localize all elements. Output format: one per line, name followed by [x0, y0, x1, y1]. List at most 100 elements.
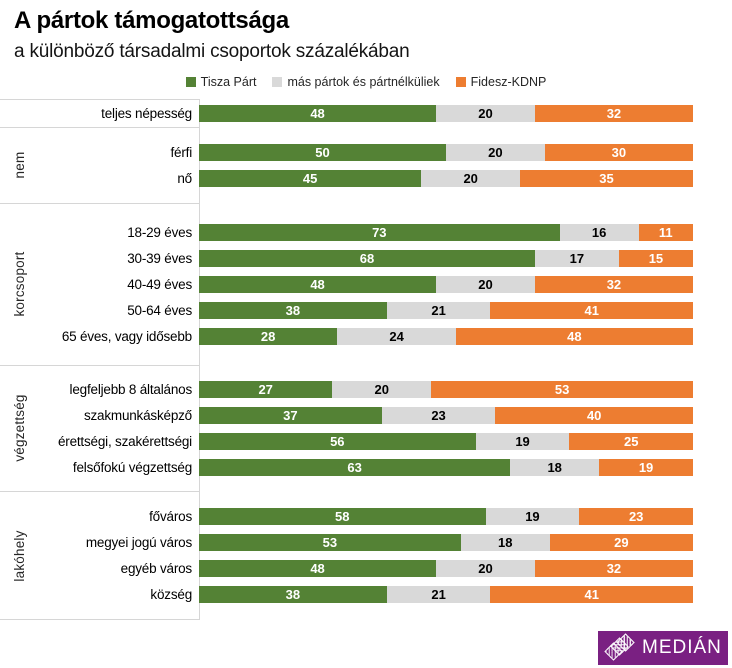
category-label: férfi: [170, 144, 192, 160]
category-label: teljes népesség: [101, 105, 192, 121]
bar-row: felsőfokú végzettség 63 18 19: [0, 454, 732, 480]
category-label: 18-29 éves: [127, 224, 192, 240]
category-label: felsőfokú végzettség: [72, 459, 192, 475]
legend-label: Tisza Párt: [200, 74, 257, 89]
bar-segment-tisza: 58: [199, 507, 486, 525]
bar-segment-other: 19: [485, 507, 580, 525]
legend-swatch-fidesz: [455, 76, 466, 87]
bar-row: 65 éves, vagy idősebb 28 24 48: [0, 323, 732, 349]
bar-segment-other: 20: [446, 143, 545, 161]
bar-track: 28 24 48: [199, 327, 693, 345]
bar-segment-other: 20: [421, 169, 521, 187]
group-axis-label: lakóhely: [12, 529, 27, 582]
bar-track: 58 19 23: [199, 507, 693, 525]
category-label: 40-49 éves: [127, 276, 192, 292]
bar-row: legfeljebb 8 általános 27 20 53: [0, 376, 732, 402]
bar-track: 48 20 32: [199, 275, 693, 293]
bar-segment-other: 19: [475, 432, 570, 450]
category-label: főváros: [149, 508, 192, 524]
bar-row: 30-39 éves 68 17 15: [0, 245, 732, 271]
chart-group: teljes népesség 48 20 32: [0, 99, 732, 127]
legend-item-fidesz: Fidesz-KDNP: [455, 75, 546, 89]
bar-segment-fidesz: 40: [495, 406, 693, 424]
bar-track: 38 21 41: [199, 301, 693, 319]
bar-segment-tisza: 27: [199, 380, 333, 398]
category-label: 65 éves, vagy idősebb: [61, 328, 192, 344]
bar-row: egyéb város 48 20 32: [0, 555, 732, 581]
bar-track: 56 19 25: [199, 432, 693, 450]
bar-row: község 38 21 41: [0, 581, 732, 607]
bar-segment-tisza: 48: [199, 104, 437, 122]
bar-track: 63 18 19: [199, 458, 693, 476]
page-title: A pártok támogatottsága: [14, 7, 289, 34]
bar-track: 48 20 32: [199, 104, 693, 122]
page-subtitle: a különböző társadalmi csoportok százalé…: [14, 41, 410, 62]
bar-row: főváros 58 19 23: [0, 503, 732, 529]
bar-row: érettségi, szakérettségi 56 19 25: [0, 428, 732, 454]
bar-segment-tisza: 38: [199, 301, 387, 319]
bar-segment-other: 24: [337, 327, 456, 345]
bar-row: megyei jogú város 53 18 29: [0, 529, 732, 555]
bar-segment-fidesz: 15: [618, 249, 693, 267]
bar-segment-tisza: 37: [199, 406, 382, 424]
chart-group: végzettség legfeljebb 8 általános 27 20 53 sz…: [0, 365, 732, 491]
chart-group: nem férfi 50 20 30 nő 45 20 35: [0, 127, 732, 203]
bar-segment-other: 18: [510, 458, 600, 476]
bar-segment-fidesz: 30: [544, 143, 693, 161]
median-logo-text: MEDIÁN: [642, 637, 722, 658]
bar-segment-tisza: 48: [199, 275, 437, 293]
bar-segment-other: 16: [559, 223, 639, 241]
chart-group: lakóhely főváros 58 19 23 megyei jogú város 53…: [0, 491, 732, 620]
bar-segment-other: 21: [386, 585, 491, 603]
bar-track: 37 23 40: [199, 406, 693, 424]
group-axis-label: korcsoport: [12, 251, 27, 317]
bar-track: 73 16 11: [199, 223, 693, 241]
bar-segment-tisza: 68: [199, 249, 535, 267]
category-label: érettségi, szakérettségi: [57, 433, 192, 449]
legend-item-tisza: Tisza Párt: [185, 74, 257, 89]
category-label: szakmunkásképző: [83, 407, 192, 423]
bar-row: 18-29 éves 73 16 11: [0, 219, 732, 245]
bar-row: nő 45 20 35: [0, 165, 732, 191]
bar-segment-other: 20: [436, 104, 535, 122]
bar-track: 48 20 32: [199, 559, 693, 577]
bar-segment-fidesz: 11: [638, 223, 693, 241]
bar-segment-fidesz: 32: [534, 559, 693, 577]
group-axis-label: nem: [12, 151, 27, 179]
bar-row: szakmunkásképző 37 23 40: [0, 402, 732, 428]
bar-track: 68 17 15: [199, 249, 693, 267]
category-label: 30-39 éves: [127, 250, 192, 266]
legend-swatch-other: [272, 76, 283, 87]
bar-segment-fidesz: 19: [599, 458, 693, 476]
bar-segment-other: 23: [381, 406, 496, 424]
category-label: nő: [177, 170, 192, 186]
bar-segment-fidesz: 25: [569, 432, 693, 450]
legend-swatch-tisza: [185, 76, 196, 87]
bar-segment-tisza: 50: [199, 143, 446, 161]
bar-track: 27 20 53: [199, 380, 693, 398]
bar-segment-tisza: 38: [199, 585, 387, 603]
stacked-bar-chart: teljes népesség 48 20 32 nem férfi 50 20 30 nő 45 2…: [0, 99, 732, 620]
bar-segment-tisza: 28: [199, 327, 338, 345]
bar-segment-fidesz: 32: [534, 104, 693, 122]
legend: Tisza Párt más pártok és pártnélküliek F…: [0, 74, 732, 89]
bar-segment-fidesz: 35: [520, 169, 693, 187]
category-label: község: [150, 586, 192, 602]
bar-segment-other: 20: [436, 275, 535, 293]
bar-track: 45 20 35: [199, 169, 693, 187]
legend-label: más pártok és pártnélküliek: [287, 74, 440, 89]
median-diamonds-icon: [604, 633, 636, 662]
bar-segment-tisza: 63: [199, 458, 511, 476]
bar-row: teljes népesség 48 20 32: [0, 100, 732, 126]
category-label: 50-64 éves: [127, 302, 192, 318]
bar-row: férfi 50 20 30: [0, 139, 732, 165]
bar-track: 53 18 29: [199, 533, 693, 551]
bar-segment-other: 18: [460, 533, 550, 551]
bar-track: 50 20 30: [199, 143, 693, 161]
chart-groups: teljes népesség 48 20 32 nem férfi 50 20 30 nő 45 2…: [0, 99, 732, 620]
bar-segment-tisza: 56: [199, 432, 476, 450]
bar-segment-other: 20: [436, 559, 535, 577]
bar-track: 38 21 41: [199, 585, 693, 603]
bar-segment-fidesz: 32: [534, 275, 693, 293]
